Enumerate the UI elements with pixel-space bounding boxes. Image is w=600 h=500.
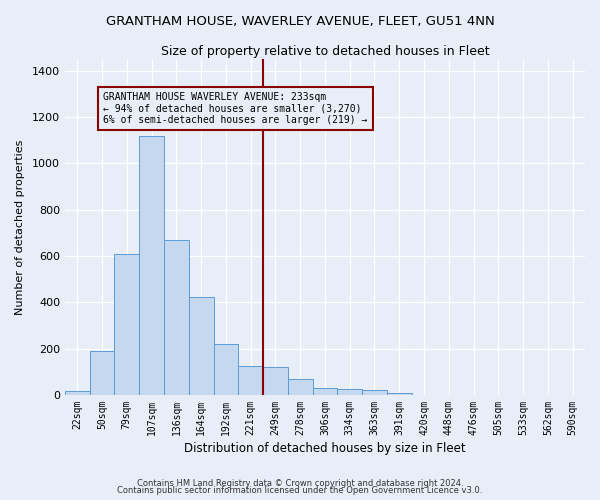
Title: Size of property relative to detached houses in Fleet: Size of property relative to detached ho… [161, 45, 489, 58]
X-axis label: Distribution of detached houses by size in Fleet: Distribution of detached houses by size … [184, 442, 466, 455]
Text: GRANTHAM HOUSE WAVERLEY AVENUE: 233sqm
← 94% of detached houses are smaller (3,2: GRANTHAM HOUSE WAVERLEY AVENUE: 233sqm ←… [103, 92, 368, 125]
Bar [164, 240, 189, 395]
Bar [288, 378, 313, 395]
Bar [65, 392, 89, 395]
Bar [387, 392, 412, 395]
Bar [115, 254, 139, 395]
Bar [313, 388, 337, 395]
Bar [263, 367, 288, 395]
Bar [337, 389, 362, 395]
Text: Contains public sector information licensed under the Open Government Licence v3: Contains public sector information licen… [118, 486, 482, 495]
Bar [362, 390, 387, 395]
Bar [214, 344, 238, 395]
Text: Contains HM Land Registry data © Crown copyright and database right 2024.: Contains HM Land Registry data © Crown c… [137, 478, 463, 488]
Y-axis label: Number of detached properties: Number of detached properties [15, 140, 25, 314]
Text: GRANTHAM HOUSE, WAVERLEY AVENUE, FLEET, GU51 4NN: GRANTHAM HOUSE, WAVERLEY AVENUE, FLEET, … [106, 15, 494, 28]
Bar [238, 366, 263, 395]
Bar [89, 351, 115, 395]
Bar [139, 136, 164, 395]
Bar [189, 296, 214, 395]
